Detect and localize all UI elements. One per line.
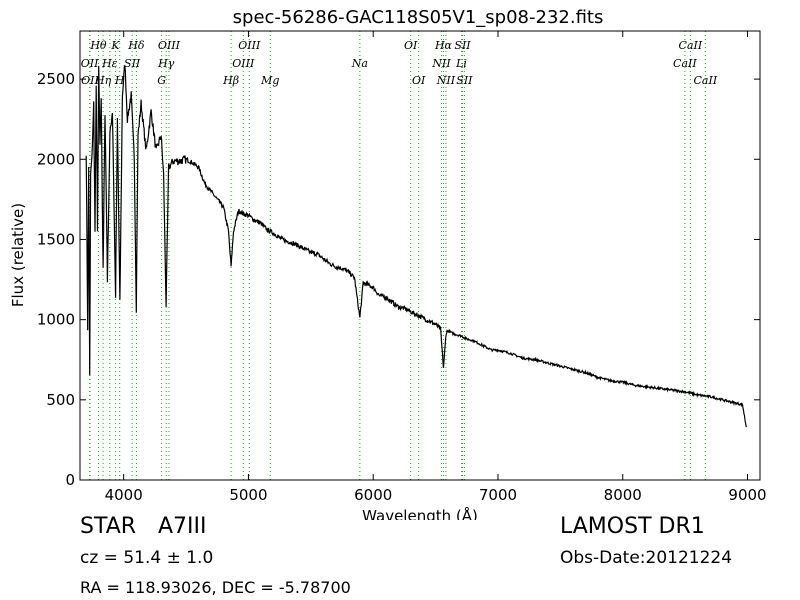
y-tick-label-5: 2500 bbox=[37, 70, 75, 88]
line-marker-label-0: Hθ bbox=[89, 39, 107, 52]
line-marker-label-18: OI bbox=[412, 74, 426, 87]
line-marker-label-19: NII bbox=[431, 57, 451, 70]
line-marker-label-26: CaII bbox=[679, 39, 703, 52]
line-marker-label-11: G bbox=[157, 74, 166, 87]
y-tick-label-3: 1500 bbox=[37, 230, 75, 248]
x-tick-label-5: 9000 bbox=[728, 486, 766, 504]
line-marker-label-25: CaII bbox=[673, 57, 697, 70]
line-marker-label-15: Mg bbox=[260, 74, 279, 87]
line-marker-label-7: OII bbox=[81, 57, 99, 70]
spectrum-chart: spec-56286-GAC118S05V1_sp08-232.fits Hθ H… bbox=[9, 7, 767, 520]
line-marker-label-2: Hε bbox=[101, 57, 118, 70]
line-marker-label-12: Hβ bbox=[222, 74, 239, 87]
line-marker-label-8: OII bbox=[81, 74, 99, 87]
object-class: STAR bbox=[80, 514, 137, 539]
y-tick-label-4: 2000 bbox=[37, 150, 75, 168]
line-marker-label-14: OIII bbox=[238, 39, 261, 52]
y-axis-label: Flux (relative) bbox=[9, 203, 27, 307]
x-tick-label-1: 5000 bbox=[229, 486, 267, 504]
line-marker-label-16: Na bbox=[351, 57, 368, 70]
x-tick-label-0: 4000 bbox=[105, 486, 143, 504]
line-marker-label-3: K bbox=[110, 39, 120, 52]
survey-name: LAMOST DR1 bbox=[560, 514, 705, 539]
line-marker-label-17: OI bbox=[404, 39, 418, 52]
x-tick-label-2: 6000 bbox=[354, 486, 392, 504]
line-marker-label-4: H bbox=[114, 74, 125, 87]
plot-frame bbox=[79, 30, 761, 481]
y-tick-label-0: 0 bbox=[65, 471, 75, 489]
coordinates: RA = 118.93026, DEC = -5.78700 bbox=[80, 578, 351, 597]
line-marker-label-5: SII bbox=[124, 57, 141, 70]
line-marker-label-10: Hγ bbox=[157, 57, 175, 70]
line-marker-label-13: OIII bbox=[232, 57, 255, 70]
line-markers bbox=[89, 31, 706, 480]
x-axis-label: Wavelength (Å) bbox=[362, 506, 478, 520]
chart-title: spec-56286-GAC118S05V1_sp08-232.fits bbox=[233, 7, 604, 28]
line-marker-label-27: CaII bbox=[694, 74, 718, 87]
x-tick-label-3: 7000 bbox=[479, 486, 517, 504]
y-tick-label-1: 500 bbox=[46, 391, 75, 409]
line-marker-label-20: Hα bbox=[434, 39, 453, 52]
spectrum-line bbox=[85, 65, 747, 428]
object-subclass: A7III bbox=[158, 514, 207, 539]
line-marker-label-22: SII bbox=[454, 39, 471, 52]
x-tick-label-4: 8000 bbox=[604, 486, 642, 504]
y-axis-ticks: 0 500 1000 1500 2000 2500 bbox=[37, 70, 760, 489]
x-axis-ticks: 4000 5000 6000 7000 8000 9000 bbox=[105, 31, 767, 504]
line-marker-label-6: Hδ bbox=[127, 39, 145, 52]
line-marker-label-23: Li bbox=[455, 57, 467, 70]
redshift-value: cz = 51.4 ± 1.0 bbox=[80, 548, 214, 568]
y-tick-label-2: 1000 bbox=[37, 311, 75, 329]
line-marker-label-24: SII bbox=[456, 74, 473, 87]
line-marker-label-9: OIII bbox=[158, 39, 181, 52]
line-marker-label-21: NII bbox=[436, 74, 456, 87]
observation-date: Obs-Date:20121224 bbox=[560, 548, 733, 568]
